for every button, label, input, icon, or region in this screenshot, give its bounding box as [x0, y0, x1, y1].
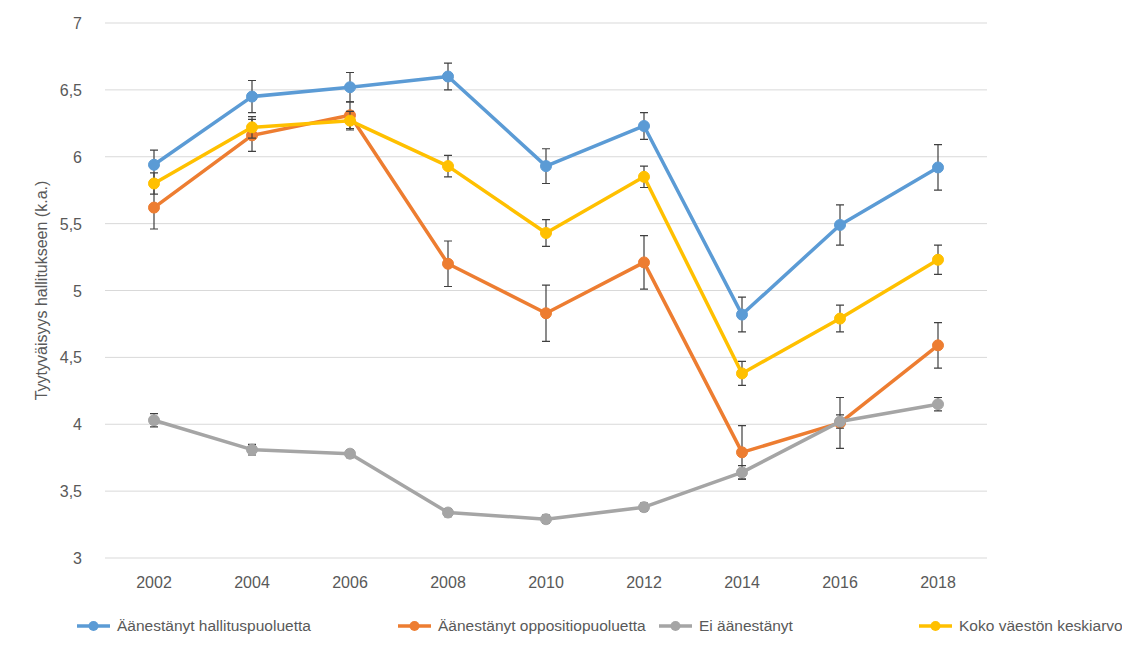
point	[247, 122, 258, 133]
legend-label: Koko väestön keskiarvo	[959, 617, 1122, 634]
point	[639, 120, 650, 131]
legend-item: Äänestänyt oppositiopuoluetta	[398, 617, 646, 634]
point	[345, 448, 356, 459]
x-tick-label: 2014	[724, 574, 760, 591]
point	[345, 82, 356, 93]
point	[541, 227, 552, 238]
y-tick-label: 5	[73, 283, 82, 300]
point	[835, 219, 846, 230]
legend-marker	[410, 621, 420, 631]
y-tick-label: 3,5	[60, 483, 82, 500]
y-tick-label: 6,5	[60, 82, 82, 99]
point	[835, 416, 846, 427]
point	[149, 415, 160, 426]
point	[247, 444, 258, 455]
series	[149, 398, 944, 525]
point	[443, 161, 454, 172]
x-tick-label: 2018	[920, 574, 956, 591]
point	[737, 447, 748, 458]
series	[149, 102, 944, 479]
point	[933, 254, 944, 265]
series-line	[154, 115, 938, 452]
legend-item: Äänestänyt hallituspuoluetta	[77, 617, 311, 634]
chart-svg: 3 3,5 4 4,5 5 5,5 6 6,5 7 2002 2004 2006 2008 2010 201…	[0, 0, 1122, 655]
series-line	[154, 121, 938, 374]
grid-line	[105, 357, 987, 358]
y-tick-label: 3	[73, 550, 82, 567]
point	[835, 313, 846, 324]
grid-line	[105, 89, 987, 90]
point	[541, 514, 552, 525]
x-tick-label: 2010	[528, 574, 564, 591]
y-ticks: 3 3,5 4 4,5 5 5,5 6 6,5 7	[60, 15, 82, 567]
plot-marks	[149, 63, 944, 525]
x-tick-label: 2002	[136, 574, 172, 591]
legend-label: Äänestänyt oppositiopuoluetta	[438, 617, 646, 634]
point	[737, 309, 748, 320]
point	[443, 258, 454, 269]
point	[737, 368, 748, 379]
legend-marker	[931, 621, 941, 631]
point	[639, 257, 650, 268]
x-tick-label: 2006	[332, 574, 368, 591]
point	[149, 178, 160, 189]
point	[933, 340, 944, 351]
chart-container: 3 3,5 4 4,5 5 5,5 6 6,5 7 2002 2004 2006 2008 2010 201…	[0, 0, 1122, 655]
x-ticks: 2002 2004 2006 2008 2010 2012 2014 2016 2018	[136, 574, 956, 591]
point	[443, 71, 454, 82]
x-tick-label: 2016	[822, 574, 858, 591]
point	[149, 159, 160, 170]
grid-line	[105, 558, 987, 559]
series-line	[154, 77, 938, 315]
point	[149, 202, 160, 213]
point	[247, 91, 258, 102]
legend-item: Ei äänestänyt	[659, 617, 794, 634]
grid-line	[105, 23, 987, 24]
point	[345, 115, 356, 126]
y-tick-label: 4	[73, 416, 82, 433]
point	[541, 308, 552, 319]
grid	[105, 23, 987, 558]
y-tick-label: 7	[73, 15, 82, 32]
legend: Äänestänyt hallituspuoluetta Äänestänyt o…	[77, 617, 1122, 634]
point	[933, 162, 944, 173]
x-tick-label: 2004	[234, 574, 270, 591]
y-tick-label: 6	[73, 149, 82, 166]
legend-label: Ei äänestänyt	[699, 617, 794, 634]
y-tick-label: 4,5	[60, 349, 82, 366]
y-axis-label: Tyytyväisyys hallitukseen (k.a.)	[33, 181, 50, 401]
point	[933, 399, 944, 410]
point	[443, 507, 454, 518]
series	[149, 111, 944, 385]
legend-label: Äänestänyt hallituspuoluetta	[117, 617, 311, 634]
x-tick-label: 2012	[626, 574, 662, 591]
x-tick-label: 2008	[430, 574, 466, 591]
y-tick-label: 5,5	[60, 216, 82, 233]
point	[639, 171, 650, 182]
legend-item: Koko väestön keskiarvo	[919, 617, 1122, 634]
legend-marker	[671, 621, 681, 631]
point	[639, 502, 650, 513]
point	[737, 467, 748, 478]
grid-line	[105, 424, 987, 425]
series-line	[154, 404, 938, 519]
grid-line	[105, 491, 987, 492]
point	[541, 161, 552, 172]
legend-marker	[89, 621, 99, 631]
